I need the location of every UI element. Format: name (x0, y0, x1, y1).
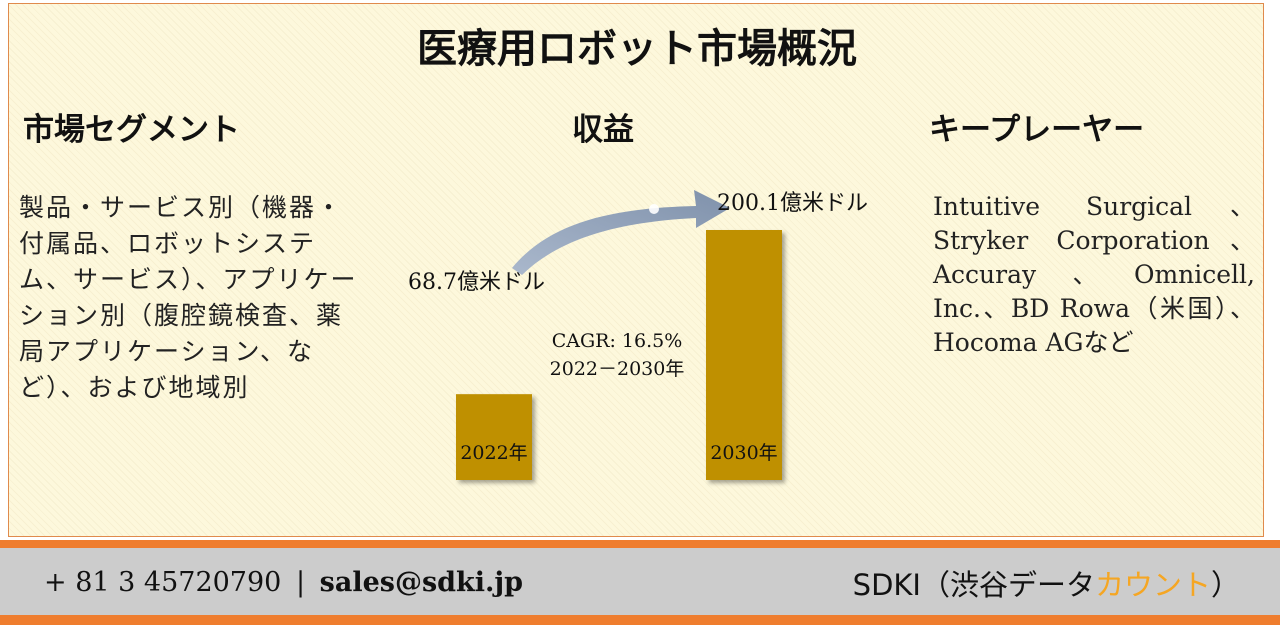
cagr-period: 2022－2030年 (550, 358, 685, 380)
brand-accent: カウント (1094, 568, 1211, 602)
segments-description: 製品・サービス別（機器・付属品、ロボットシステム、サービス）、アプリケーション別… (19, 193, 358, 402)
contact-info: + 81 3 45720790 | sales@sdki.jp (44, 567, 523, 598)
phone-number: + 81 3 45720790 (44, 567, 282, 598)
page-title: 医療用ロボット市場概況 (417, 25, 857, 72)
cagr-label: CAGR: 16.5% (552, 330, 683, 352)
brand-name: SDKI（渋谷データカウント） (853, 562, 1240, 604)
players-heading: キープレーヤー (929, 112, 1145, 148)
footer-top-stripe (0, 540, 1280, 548)
email-address: sales@sdki.jp (319, 567, 524, 598)
footer-bar (0, 548, 1280, 615)
infographic-panel: 医療用ロボット市場概況 市場セグメント 収益 キープレーヤー 製品・サービス別（… (8, 3, 1264, 537)
players-description: Intuitive Surgical、Stryker Corporation、A… (933, 192, 1255, 357)
growth-arrow (512, 190, 730, 275)
bar-category-label-2022: 2022年 (460, 442, 527, 464)
bar-1 (706, 230, 782, 480)
brand-main: SDKI（渋谷データ (852, 568, 1095, 602)
bar-category-label-2030: 2030年 (710, 442, 777, 464)
contact-separator: | (295, 567, 306, 598)
arrow-highlight (649, 204, 659, 214)
revenue-heading: 収益 (572, 112, 634, 148)
segments-heading: 市場セグメント (23, 112, 240, 148)
bar-value-label-2022: 68.7億米ドル (408, 270, 545, 295)
brand-close: ） (1210, 568, 1240, 602)
bar-0 (456, 394, 532, 480)
bar-value-label-2030: 200.1億米ドル (717, 191, 868, 216)
footer-bottom-stripe (0, 615, 1280, 625)
